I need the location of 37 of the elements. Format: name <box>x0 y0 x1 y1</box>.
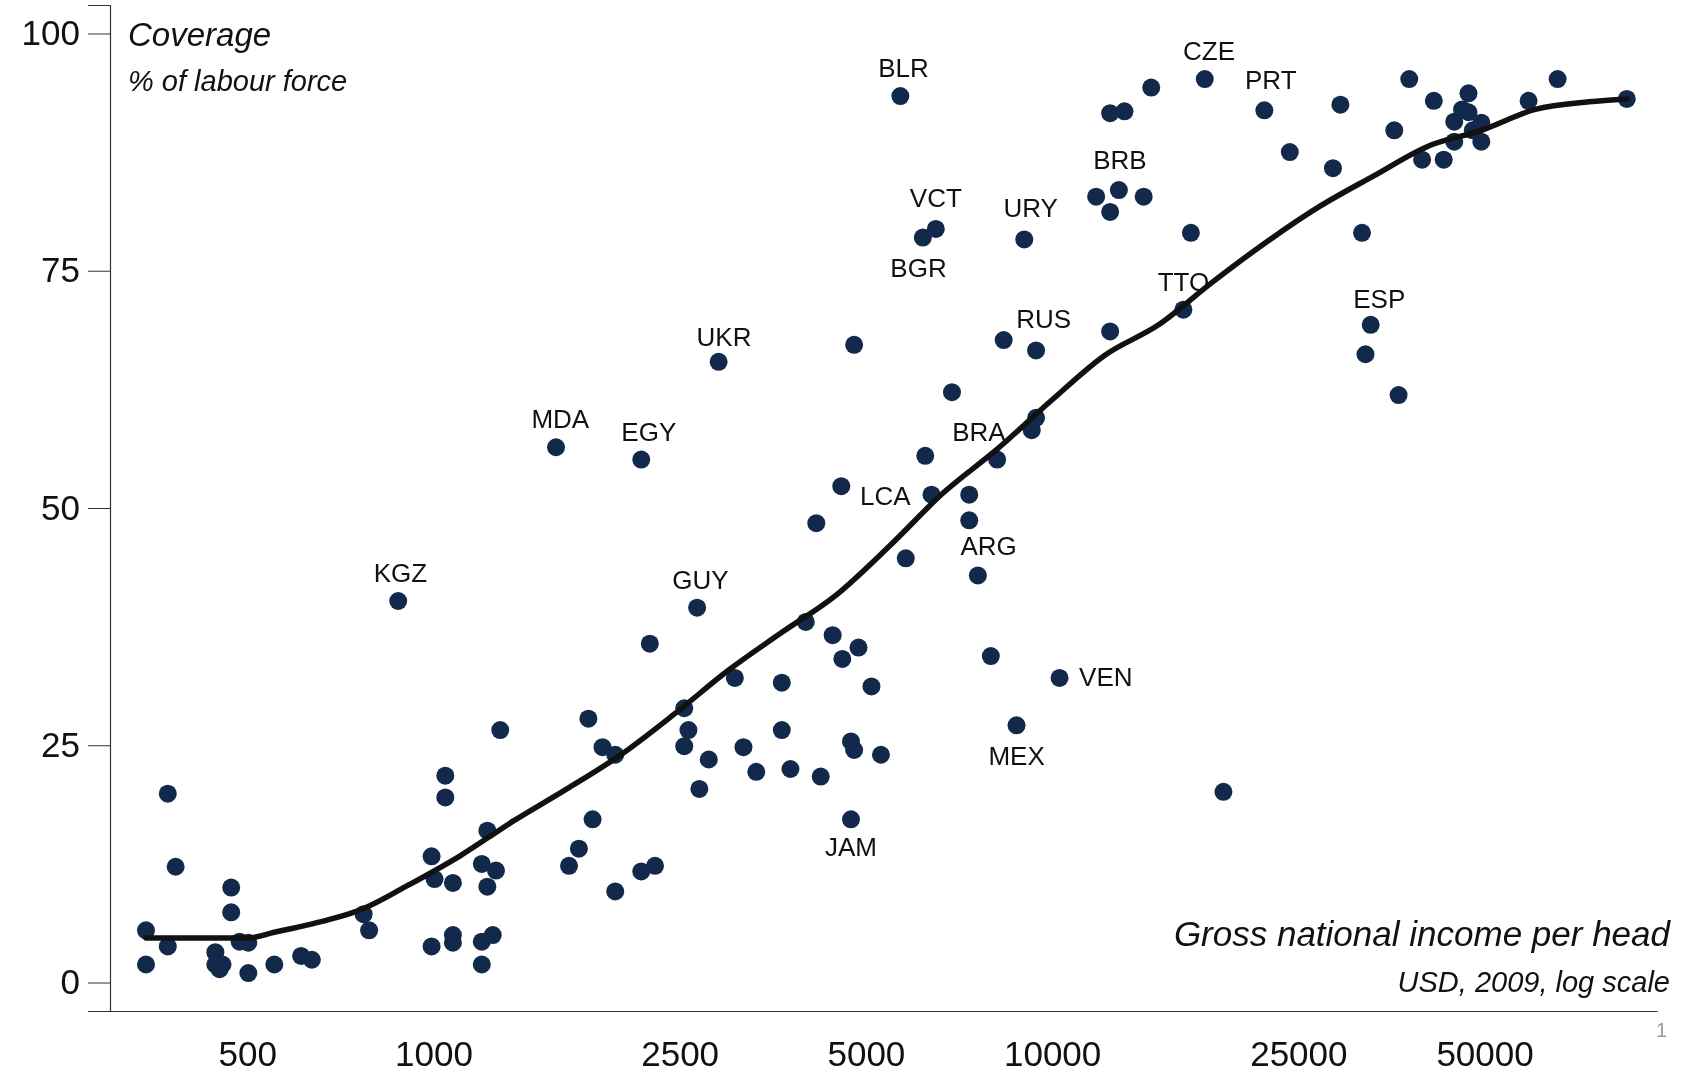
annotation: VCT <box>909 182 962 213</box>
y-tick-label: 75 <box>41 250 80 290</box>
annotation: BLR <box>878 53 929 84</box>
annotation: KGZ <box>373 558 428 589</box>
x-tick-label: 2500 <box>641 1033 720 1073</box>
x-axis-title: Gross national income per head <box>1173 914 1672 953</box>
x-tick-label: 5000 <box>827 1033 906 1073</box>
annotation: URY <box>1003 193 1058 224</box>
x-tick-label: 50000 <box>1436 1033 1534 1073</box>
y-tick-label: 100 <box>21 13 80 53</box>
x-tick-label: 500 <box>218 1033 277 1073</box>
x-tick-label: 1000 <box>395 1033 473 1073</box>
annotation: PRT <box>1245 65 1297 96</box>
annotation: CZE <box>1183 36 1236 67</box>
annotation: JAM <box>824 832 877 863</box>
annotation: BGR <box>890 252 947 283</box>
annotation: LCA <box>859 480 912 511</box>
annotation: UKR <box>696 322 752 353</box>
y-tick-label: 50 <box>41 487 80 527</box>
annotation: USD, 2009, log scale <box>1397 966 1670 998</box>
annotation: ESP <box>1353 284 1406 315</box>
x-tick-label: 25000 <box>1250 1033 1348 1073</box>
annotation: VEN <box>1079 661 1133 692</box>
chart-title: Coverage <box>128 16 272 53</box>
y-tick-label: 0 <box>60 962 80 1002</box>
annotation: BRB <box>1093 145 1147 176</box>
annotation: MEX <box>988 740 1045 771</box>
annotation: ARG <box>960 531 1017 562</box>
annotation: MDA <box>531 404 590 435</box>
y-tick-label: 25 <box>41 724 80 764</box>
text: % of labour force <box>128 65 348 97</box>
annotation: RUS <box>1016 304 1072 335</box>
annotation: EGY <box>621 416 677 447</box>
annotation: GUY <box>672 564 729 595</box>
annotation: BRA <box>952 416 1007 447</box>
text: 1 <box>1655 1019 1667 1041</box>
x-tick-label: 10000 <box>1003 1033 1102 1073</box>
